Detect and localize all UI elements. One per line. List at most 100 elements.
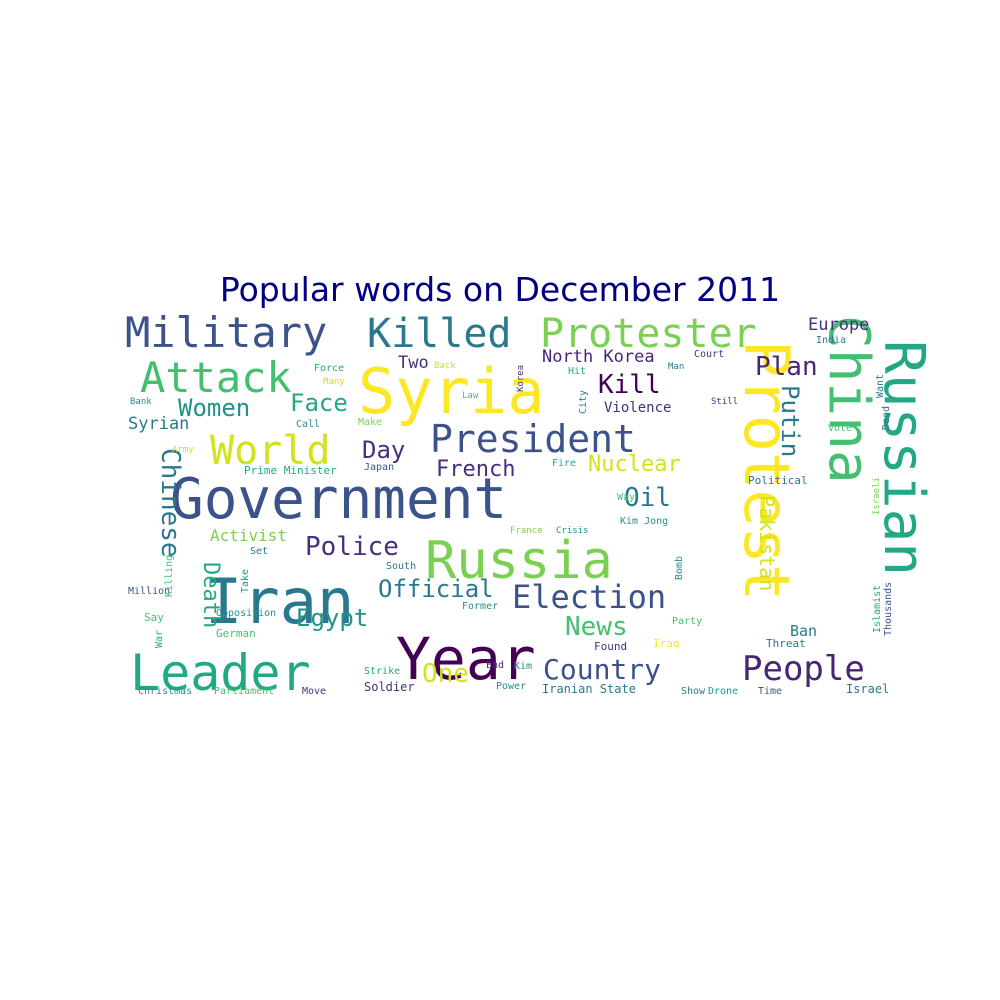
word-drone: Drone — [708, 686, 738, 697]
word-attack: Attack — [140, 353, 292, 402]
word-chinese: Chinese — [155, 448, 185, 558]
word-north-korea: North Korea — [542, 347, 655, 367]
word-still: Still — [711, 397, 738, 407]
word-strike: Strike — [364, 666, 400, 677]
word-ban: Ban — [790, 622, 817, 640]
word-protester: Protester — [540, 311, 757, 357]
word-christmas: Christmas — [138, 686, 192, 697]
word-violence: Violence — [604, 400, 671, 416]
word-hit: Hit — [568, 366, 586, 377]
word-kim: Kim — [514, 661, 532, 672]
word-political: Political — [748, 474, 808, 487]
word-news: News — [565, 612, 628, 642]
word-say: Say — [144, 611, 164, 624]
word-iranian-state: Iranian State — [542, 682, 636, 696]
word-military: Military — [125, 308, 327, 357]
word-year: Year — [396, 625, 536, 693]
word-world: World — [210, 428, 330, 474]
word-city: City — [578, 390, 589, 414]
word-government: Government — [170, 467, 507, 532]
word-law: Law — [462, 391, 479, 401]
word-europe: Europe — [808, 315, 869, 335]
word-killing: Killing — [164, 555, 175, 597]
word-south: South — [386, 561, 416, 572]
word-time: Time — [758, 686, 782, 697]
word-back: Back — [434, 361, 456, 371]
word-two: Two — [398, 353, 429, 373]
word-man: Man — [668, 362, 684, 372]
word-dead: Dead — [881, 406, 892, 430]
word-syria: Syria — [358, 355, 545, 428]
word-day: Day — [362, 436, 405, 464]
word-threat: Threat — [766, 637, 806, 650]
word-set: Set — [250, 546, 268, 557]
word-crisis: Crisis — [556, 526, 589, 536]
word-kill: Kill — [598, 370, 661, 400]
word-iran: Iran — [205, 565, 354, 638]
word-oil: Oil — [624, 483, 671, 513]
word-found: Found — [594, 640, 627, 653]
word-army: Army — [172, 445, 194, 455]
word-party: Party — [672, 616, 702, 627]
word-japan: Japan — [364, 462, 394, 473]
word-killed: Killed — [367, 311, 512, 357]
word-president: President — [430, 417, 636, 461]
word-take: Take — [240, 569, 251, 593]
word-million: Million — [128, 586, 170, 597]
word-french: French — [436, 457, 515, 482]
word-death: Death — [198, 562, 223, 628]
word-prime-minister: Prime Minister — [244, 464, 337, 477]
word-face: Face — [290, 389, 348, 417]
word-egypt: Egypt — [296, 604, 368, 632]
word-korea: Korea — [516, 365, 526, 392]
word-thousands: Thousands — [883, 582, 894, 636]
word-one: One — [422, 659, 469, 689]
word-islamist: Islamist — [872, 585, 883, 633]
word-country: Country — [543, 653, 661, 686]
word-police: Police — [305, 532, 399, 562]
word-former: Former — [462, 601, 498, 612]
word-way: Way — [617, 492, 635, 503]
word-show: Show — [681, 686, 706, 697]
word-bomb: Bomb — [674, 556, 685, 580]
word-israeli: Israeli — [872, 477, 882, 515]
word-plan: Plan — [755, 352, 818, 382]
word-call: Call — [296, 419, 320, 430]
word-many: Many — [323, 377, 345, 387]
word-china: China — [816, 315, 881, 484]
word-german: German — [216, 627, 256, 640]
word-iraq: Iraq — [653, 637, 680, 650]
word-nuclear: Nuclear — [588, 452, 681, 477]
word-parliament: Parliament — [214, 686, 274, 697]
word-kim-jong: Kim Jong — [620, 516, 668, 527]
word-protest: Protest — [730, 340, 803, 601]
word-russian: Russian — [871, 340, 936, 576]
word-leader: Leader — [130, 644, 311, 702]
word-india: India — [816, 335, 846, 346]
word-end: End — [486, 660, 504, 671]
word-vote: Vote — [828, 423, 852, 434]
word-france: France — [510, 526, 543, 536]
word-opposition: Opposition — [216, 608, 276, 619]
word-fire: Fire — [552, 458, 576, 469]
word-election: Election — [512, 578, 666, 616]
word-activist: Activist — [210, 526, 287, 545]
word-force: Force — [314, 363, 344, 374]
word-court: Court — [694, 349, 724, 360]
word-war: War — [154, 630, 165, 648]
word-putin: Putin — [776, 385, 804, 457]
word-pakistan: Pakistan — [755, 495, 779, 591]
word-soldier: Soldier — [364, 680, 415, 694]
word-want: Want — [875, 374, 886, 398]
word-power: Power — [496, 681, 526, 692]
word-official: Official — [378, 575, 494, 603]
word-israel: Israel — [846, 682, 889, 696]
word-bank: Bank — [130, 397, 152, 407]
page-title: Popular words on December 2011 — [219, 270, 781, 309]
word-russia: Russia — [425, 531, 613, 591]
word-people: People — [742, 649, 865, 689]
word-move: Move — [302, 686, 326, 697]
word-women: Women — [178, 394, 250, 422]
word-make: Make — [358, 417, 382, 428]
